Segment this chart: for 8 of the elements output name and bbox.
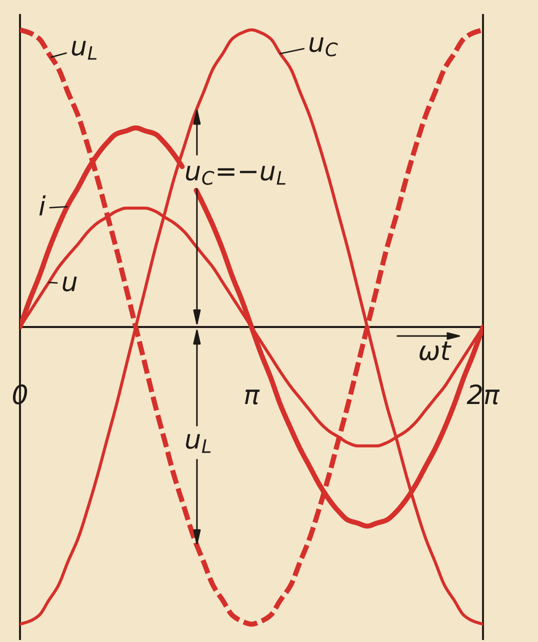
series-label: u$_{C}$ (310, 37, 338, 56)
x-axis-title: ωt (420, 342, 452, 360)
annotation: u$_{L}$ (186, 434, 211, 453)
series-label: u$_{L}$ (72, 40, 97, 60)
x-tick-label: π (245, 390, 260, 404)
series-label: u (62, 276, 77, 292)
series-label: i (39, 195, 46, 216)
annotation: u$_{C}$=−u$_{L}$ (186, 166, 286, 185)
